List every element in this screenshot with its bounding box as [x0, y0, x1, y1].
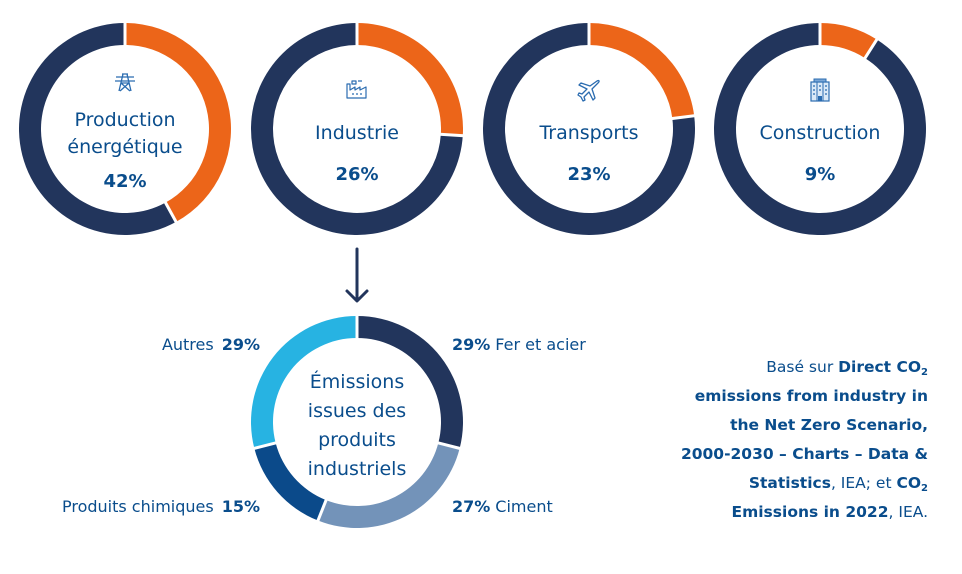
slice-fer-et-acier: [357, 316, 463, 449]
source-title-4: Emissions in 2022: [731, 503, 889, 521]
donut-title: Industrie: [315, 122, 399, 144]
donut-value-slice: [820, 23, 877, 59]
donut-industrial-products: Émissions issues des produits industriels 29…: [62, 315, 586, 529]
airplane-icon: [577, 79, 600, 102]
slice-separator: [439, 132, 464, 138]
donut-value-slice: [357, 23, 463, 136]
slice-value: 29%: [452, 335, 490, 354]
slice-separator: [316, 498, 328, 523]
source-note: Basé sur Direct CO2 emissions from indus…: [678, 353, 928, 527]
building-icon: [810, 78, 830, 102]
down-arrow-icon: [345, 247, 369, 303]
slice-separator: [437, 441, 462, 451]
donut-value-slice: [589, 23, 695, 119]
slice-ciment: [317, 442, 460, 529]
donut-value-label: 26%: [335, 164, 378, 185]
donut-title: issues des: [308, 400, 406, 422]
factory-icon: [346, 80, 367, 99]
donut-construction: Construction 9%: [714, 22, 927, 236]
donut-title: Émissions: [310, 370, 404, 393]
donut-title: produits: [318, 429, 396, 451]
slice-value: 15%: [222, 497, 260, 516]
slice-name: Fer et acier: [495, 335, 586, 354]
slice-name: Ciment: [495, 497, 552, 516]
slice-separator: [163, 201, 178, 224]
donut-title: énergétique: [67, 136, 182, 158]
slice-label: 27% Ciment: [452, 497, 553, 516]
slice-label: Autres 29%: [162, 335, 260, 354]
donut-title: Transports: [538, 122, 638, 144]
donut-title: industriels: [308, 458, 407, 480]
donut-value-label: 42%: [103, 171, 146, 192]
slice-value: 29%: [222, 335, 260, 354]
source-title-1: Direct CO2 emissions from industry in th…: [680, 358, 928, 492]
source-suffix: , IEA.: [888, 503, 928, 521]
donut-production-nerg-tique: Production énergétique 42%: [18, 22, 231, 235]
donut-transports: Transports 23%: [483, 22, 696, 235]
slice-produits-chimiques: [254, 442, 327, 521]
donut-industrie: Industrie 26%: [251, 22, 464, 236]
source-mid: , IEA; et: [830, 474, 897, 492]
slice-name: Autres: [162, 335, 214, 354]
donut-title: Production: [74, 109, 175, 131]
power-pylon-icon: [115, 73, 135, 92]
donut-value-label: 23%: [567, 164, 610, 185]
slice-separator: [252, 441, 277, 451]
slice-name: Produits chimiques: [62, 497, 214, 516]
slice-separator: [863, 37, 879, 60]
source-sub-2: 2: [921, 483, 928, 494]
source-prefix: Basé sur: [766, 358, 839, 376]
slice-autres: [251, 316, 357, 449]
slice-label: 29% Fer et acier: [452, 335, 586, 354]
slice-value: 27%: [452, 497, 490, 516]
source-title-3: CO2 Emissions in 2022: [731, 474, 929, 521]
donut-title: Construction: [760, 122, 881, 144]
donut-remainder-slice: [18, 23, 177, 235]
source-sub-1: 2: [921, 367, 928, 378]
slice-separator: [671, 114, 696, 121]
donut-value-label: 9%: [805, 164, 836, 185]
donut-value-slice: [125, 23, 231, 222]
slice-label: Produits chimiques 15%: [62, 497, 260, 516]
source-title-2: emissions from industry in the Net Zero …: [680, 387, 928, 492]
